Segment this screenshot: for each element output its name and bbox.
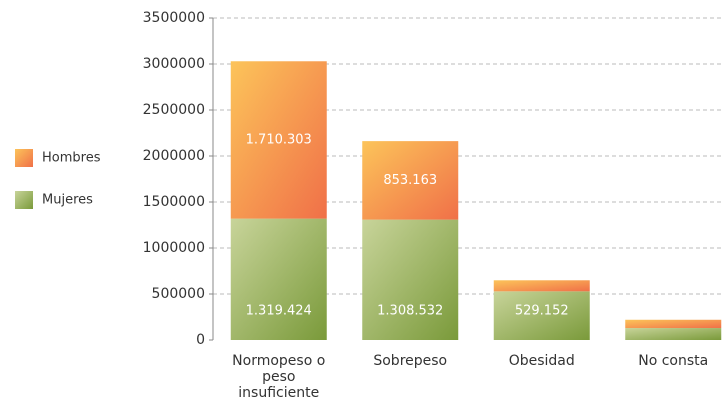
legend-label: Mujeres — [42, 193, 93, 208]
y-tick-label: 3000000 — [143, 56, 205, 72]
y-tick-label: 2500000 — [143, 102, 205, 118]
y-tick-label: 3500000 — [143, 10, 205, 26]
x-tick-label: Sobrepeso — [373, 353, 448, 369]
legend-label: Hombres — [42, 151, 101, 166]
y-tick-label: 0 — [196, 332, 205, 348]
bar-segment — [230, 218, 327, 340]
value-label: 529.152 — [515, 304, 569, 319]
bar-segment — [230, 61, 327, 219]
y-tick-label: 1000000 — [143, 240, 205, 256]
y-tick-label: 2000000 — [143, 148, 205, 164]
bar-segment — [625, 319, 722, 329]
bar-segment — [362, 141, 459, 220]
x-tick-label: Obesidad — [508, 353, 575, 369]
value-label: 1.319.424 — [246, 304, 312, 319]
x-tick-label: Normopeso o peso insuficiente — [232, 353, 326, 401]
bar-segment — [362, 219, 459, 340]
value-label: 1.710.303 — [246, 132, 312, 147]
legend-swatch — [15, 149, 33, 167]
value-label: 1.308.532 — [377, 304, 443, 319]
y-tick-label: 500000 — [152, 286, 205, 302]
bar-segment — [625, 328, 722, 340]
bar-segment — [493, 280, 590, 292]
bar-segment — [493, 291, 590, 340]
x-tick-label: No consta — [638, 353, 709, 369]
legend-swatch — [15, 191, 33, 209]
value-label: 853.163 — [383, 173, 437, 188]
y-tick-label: 1500000 — [143, 194, 205, 210]
